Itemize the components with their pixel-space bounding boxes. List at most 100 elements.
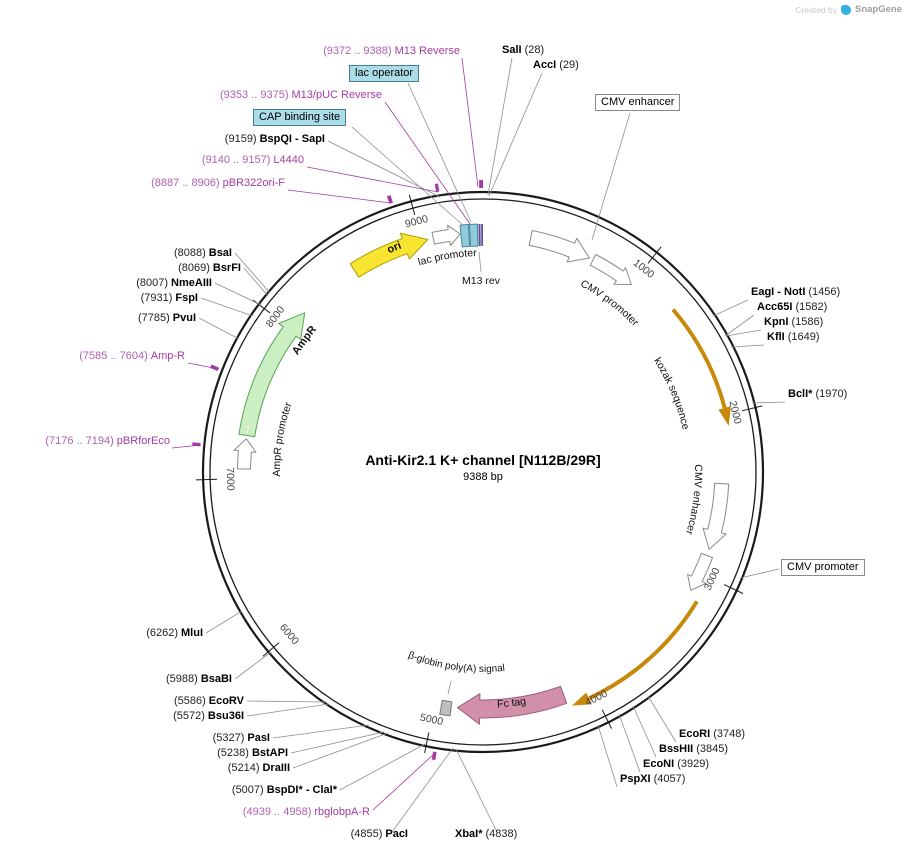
feature-pbr322orif_site[interactable] xyxy=(386,195,393,204)
feature-label-ampr_promoter[interactable]: AmpR promoter xyxy=(271,400,295,476)
watermark[interactable]: Created by SnapGene xyxy=(795,4,902,15)
feature-box-lac-operator[interactable]: lac operator xyxy=(349,65,420,82)
feature-ampr[interactable] xyxy=(238,312,306,438)
feature-ampr_boundary[interactable] xyxy=(246,422,250,434)
site-pos: (3748) xyxy=(713,728,745,740)
leader-bsu36i xyxy=(246,703,330,717)
enzyme-label-xbai[interactable]: XbaI* (4838) xyxy=(455,828,517,841)
site-name: KpnI xyxy=(764,316,789,328)
enzyme-label-bcli[interactable]: BclI* (1970) xyxy=(788,388,847,401)
enzyme-label-acc65i[interactable]: Acc65I (1582) xyxy=(757,301,827,314)
leader-sali xyxy=(487,57,513,196)
leader-cmv-enhancer-box xyxy=(591,112,631,241)
feature-lac_promoter[interactable] xyxy=(431,224,461,246)
enzyme-label-bspdi-clai[interactable]: (5007) BspDI* - ClaI* xyxy=(232,784,337,797)
feature-label-kozak[interactable]: kozak sequence xyxy=(651,355,691,430)
enzyme-label-mlui[interactable]: (6262) MluI xyxy=(146,627,203,640)
enzyme-label-bspqi-sapi[interactable]: (9159) BspQI - SapI xyxy=(225,133,325,146)
feature-orf_2[interactable] xyxy=(588,600,699,701)
enzyme-label-bsshii[interactable]: BssHII (3845) xyxy=(659,743,728,756)
enzyme-label-econi[interactable]: EcoNI (3929) xyxy=(643,758,709,771)
enzyme-label-bsu36i[interactable]: (5572) Bsu36I xyxy=(173,710,244,723)
feature-label-cmv_enhancer_2[interactable]: CMV enhancer xyxy=(683,464,704,536)
enzyme-label-pasi[interactable]: (5327) PasI xyxy=(213,732,270,745)
feature-rbglobpa_r_site[interactable] xyxy=(431,751,437,761)
leader-acc65i xyxy=(724,314,755,337)
feature-box-cmv-enhancer[interactable]: CMV enhancer xyxy=(595,94,681,111)
primer-label-pbr322ori-f[interactable]: (8887 .. 8906) pBR322ori-F xyxy=(151,177,285,190)
enzyme-label-nmeaiii[interactable]: (8007) NmeAIII xyxy=(136,277,212,290)
leader-l4440 xyxy=(306,166,439,193)
leader-m13-rev-label xyxy=(478,251,482,273)
feature-cap_binding_site[interactable] xyxy=(459,223,471,248)
leader-econi xyxy=(618,713,641,773)
site-name: PacI xyxy=(385,828,408,840)
tick-7000 xyxy=(196,478,218,481)
site-name: EcoNI xyxy=(643,758,675,770)
leader-fspi xyxy=(200,297,254,317)
feature-orf_1[interactable] xyxy=(671,308,727,409)
enzyme-label-bsrfi[interactable]: (8069) BsrFI xyxy=(178,262,241,275)
feature-label-cmv_promoter_1[interactable]: CMV promoter xyxy=(579,278,642,329)
site-pos: (3929) xyxy=(677,758,709,770)
feature-ori[interactable] xyxy=(349,232,429,278)
enzyme-label-draiii[interactable]: (5214) DraIII xyxy=(228,762,290,775)
feature-m13_rev_site_a[interactable] xyxy=(478,223,481,246)
feature-label-m13-rev[interactable]: M13 rev xyxy=(462,275,501,287)
enzyme-label-bsai[interactable]: (8088) BsaI xyxy=(174,247,232,260)
leader-cmv-promoter-box xyxy=(739,568,780,579)
site-name: DraIII xyxy=(262,762,290,774)
primer-label-amp-r[interactable]: (7585 .. 7604) Amp-R xyxy=(79,350,185,363)
feature-cmv_enhancer_1[interactable] xyxy=(528,230,590,263)
plasmid-title-block: Anti-Kir2.1 K+ channel [N112B/29R] 9388 … xyxy=(365,452,600,483)
feature-box-cmv-promoter[interactable]: CMV promoter xyxy=(781,559,865,576)
enzyme-label-bsabi[interactable]: (5988) BsaBI xyxy=(166,673,232,686)
primer-label-rbglobpa-r[interactable]: (4939 .. 4958) rbglobpA-R xyxy=(243,806,370,819)
feature-l4440_site[interactable] xyxy=(434,183,440,192)
feature-cmv_enhancer_2[interactable] xyxy=(702,482,730,550)
primer-range: (7585 .. 7604) xyxy=(79,350,148,362)
leader-mlui xyxy=(205,610,243,634)
feature-lac_operator[interactable] xyxy=(468,223,479,247)
tick-2000 xyxy=(741,405,763,412)
enzyme-label-paci[interactable]: (4855) PacI xyxy=(351,828,408,841)
site-pos: (5214) xyxy=(227,762,260,774)
feature-bglobin_pa[interactable] xyxy=(439,699,453,717)
enzyme-label-ecorv[interactable]: (5586) EcoRV xyxy=(174,695,244,708)
enzyme-label-pspxi[interactable]: PspXI (4057) xyxy=(620,773,685,786)
enzyme-label-sali[interactable]: SalI (28) xyxy=(502,44,544,57)
enzyme-label-kfli[interactable]: KflI (1649) xyxy=(767,331,820,344)
site-pos: (8088) xyxy=(173,247,206,259)
primer-label-m13-reverse[interactable]: (9372 .. 9388) M13 Reverse xyxy=(323,45,460,58)
feature-cmv_promoter_1[interactable] xyxy=(589,254,632,286)
enzyme-label-eagi-noti[interactable]: EagI - NotI (1456) xyxy=(751,286,840,299)
enzyme-label-pvui[interactable]: (7785) PvuI xyxy=(138,312,196,325)
tick-label-1000: 1000 xyxy=(631,257,657,281)
primer-label-m13-puc-reverse[interactable]: (9353 .. 9375) M13/pUC Reverse xyxy=(220,89,382,102)
primer-label-l4440[interactable]: (9140 .. 9157) L4440 xyxy=(202,154,304,167)
site-pos: (3845) xyxy=(696,743,729,755)
feature-label-lac_promoter[interactable]: lac promoter xyxy=(417,247,478,268)
primer-range: (9372 .. 9388) xyxy=(323,45,392,57)
feature-orf_1-arrowhead-icon xyxy=(718,406,731,426)
site-name: BsaI xyxy=(208,247,232,259)
feature-m13_reverse_site[interactable] xyxy=(479,179,483,188)
enzyme-label-kpni[interactable]: KpnI (1586) xyxy=(764,316,823,329)
feature-m13_rev_site_b[interactable] xyxy=(481,223,483,246)
leader-pbr322ori-f xyxy=(287,189,392,204)
site-name: SalI xyxy=(502,44,522,56)
enzyme-label-acci[interactable]: AccI (29) xyxy=(533,59,579,72)
primer-label-pbrforeco[interactable]: (7176 .. 7194) pBRforEco xyxy=(45,435,170,448)
feature-label-ori[interactable]: ori xyxy=(385,240,403,256)
enzyme-label-fspi[interactable]: (7931) FspI xyxy=(141,292,198,305)
enzyme-label-ecori[interactable]: EcoRI (3748) xyxy=(679,728,745,741)
feature-label-fc_tag[interactable]: Fc tag xyxy=(497,695,527,710)
tick-label-6000: 6000 xyxy=(277,622,301,648)
feature-fc_tag[interactable] xyxy=(457,685,568,725)
feature-ampr_promoter[interactable] xyxy=(233,438,257,470)
enzyme-label-bstapi[interactable]: (5238) BstAPI xyxy=(217,747,288,760)
primer-name: pBR322ori-F xyxy=(222,177,285,189)
feature-box-cap-binding-site[interactable]: CAP binding site xyxy=(253,109,347,126)
feature-label-bglobin_pa[interactable]: β-globin poly(A) signal xyxy=(407,650,506,675)
feature-cmv_promoter_2[interactable] xyxy=(687,552,714,591)
